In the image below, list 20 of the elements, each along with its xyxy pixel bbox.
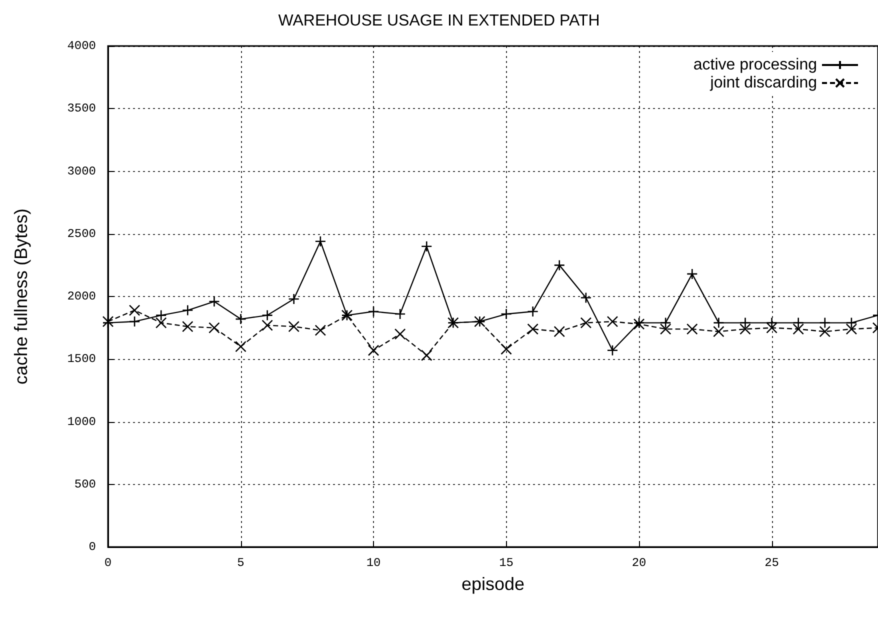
y-tick-label: 0 [88,540,96,554]
y-tick-label: 500 [74,477,96,492]
y-tick-label: 2500 [67,226,96,241]
x-tick-label: 10 [366,556,381,570]
y-tick-label: 3000 [67,164,96,178]
chart-title: WAREHOUSE USAGE IN EXTENDED PATH [278,12,600,30]
x-tick-label: 5 [237,556,244,570]
y-tick-label: 2000 [67,290,96,304]
legend-label: joint discarding [709,74,817,92]
x-tick-label: 0 [104,556,112,570]
x-tick-label: 25 [764,556,779,570]
legend-label: active processing [693,56,817,74]
y-axis-title: cache fullness (Bytes) [11,208,31,385]
y-tick-label: 1000 [67,414,96,429]
y-tick-label: 4000 [67,39,96,53]
x-tick-label: 15 [499,556,514,570]
x-tick-label: 20 [632,556,646,570]
y-tick-label: 3500 [67,102,96,116]
y-tick-label: 1500 [67,352,96,366]
x-axis-title: episode [461,574,525,594]
